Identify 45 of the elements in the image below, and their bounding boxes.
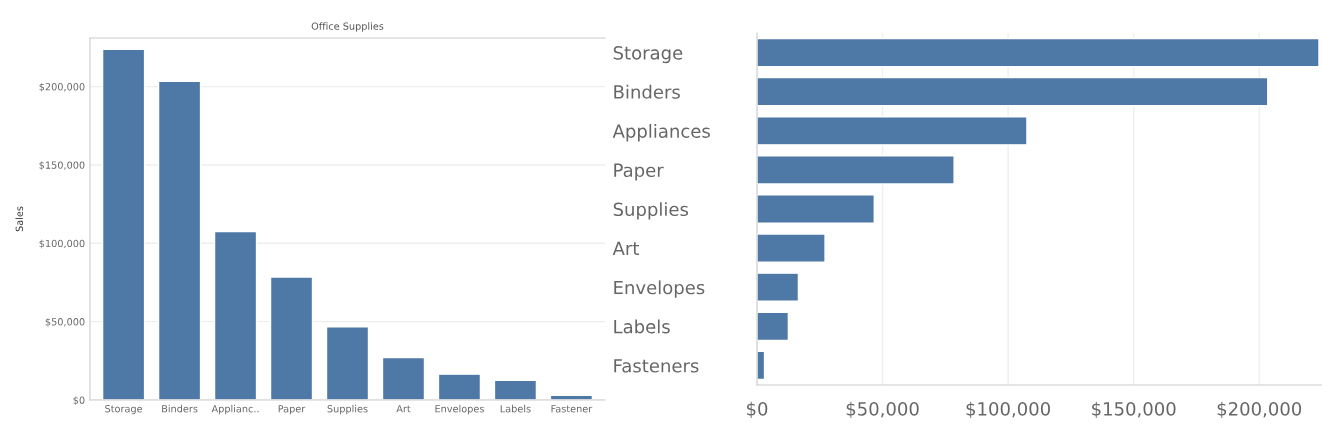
x-tick-label: $50,000 — [846, 401, 919, 419]
bar — [757, 311, 790, 342]
x-tick-label: $0 — [747, 401, 768, 419]
y-tick-label: Storage — [613, 46, 683, 64]
x-tick-label: Storage — [105, 405, 143, 415]
y-tick-label: $200,000 — [39, 82, 85, 92]
bar — [757, 155, 955, 185]
bar — [757, 233, 826, 263]
bar — [757, 272, 800, 302]
bar — [757, 116, 1028, 146]
x-tick-label: Fastener — [551, 405, 593, 413]
y-axis-title: Sales — [15, 206, 23, 232]
bar — [493, 379, 538, 400]
y-tick-label: $50,000 — [45, 317, 85, 327]
x-tick-label: Binders — [162, 404, 198, 413]
bar — [269, 276, 314, 400]
x-tick-label: Supplies — [327, 404, 368, 415]
x-tick-label: Envelopes — [435, 404, 484, 415]
y-tick-label: Fasteners — [614, 359, 699, 373]
y-tick-label: Envelopes — [614, 280, 705, 298]
bar — [213, 230, 258, 400]
y-tick-label: $100,000 — [39, 239, 85, 249]
y-tick-label: Paper — [614, 163, 664, 181]
x-tick-label: $150,000 — [1092, 401, 1176, 419]
y-tick-label: Appliances — [612, 123, 710, 142]
bar — [157, 80, 202, 400]
x-tick-label: Art — [396, 405, 411, 413]
y-tick-label: $150,000 — [39, 161, 85, 171]
x-tick-label: $200,000 — [1217, 401, 1302, 419]
x-tick-label: $100,000 — [966, 401, 1050, 419]
x-tick-label: Applianc.. — [211, 404, 259, 415]
bar — [437, 373, 482, 400]
bar — [757, 76, 1269, 107]
bar — [381, 356, 426, 400]
bar — [325, 326, 370, 400]
y-tick-label: Binders — [614, 84, 680, 99]
y-tick-label: Labels — [614, 319, 670, 334]
x-tick-label: Paper — [278, 405, 306, 415]
y-tick-label: Art — [612, 241, 639, 255]
x-tick-label: Labels — [500, 404, 531, 413]
y-tick-label: Supplies — [613, 202, 689, 220]
bar — [101, 48, 146, 400]
bar — [757, 194, 875, 224]
chart-title: Office Supplies — [311, 22, 384, 32]
bar — [757, 37, 1320, 68]
